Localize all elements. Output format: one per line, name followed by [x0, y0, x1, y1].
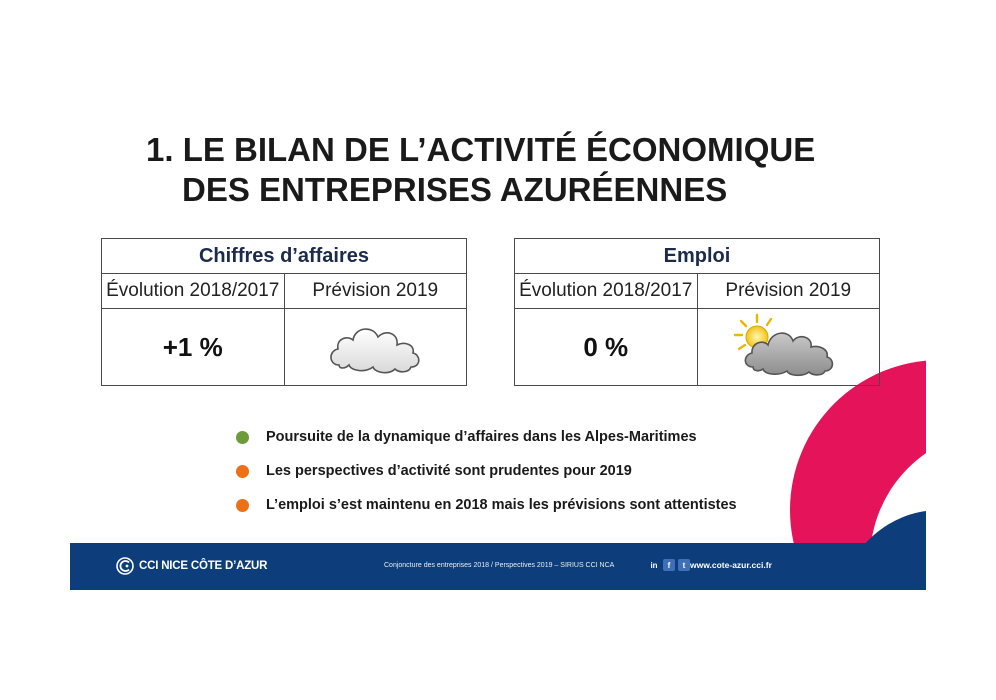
list-item: Poursuite de la dynamique d’affaires dan… [236, 420, 737, 454]
evolution-value: +1 % [101, 308, 285, 386]
column-header-forecast: Prévision 2019 [283, 273, 467, 309]
green-bullet-icon [236, 430, 249, 444]
cloud-icon [330, 327, 420, 373]
evolution-value: 0 % [514, 308, 698, 386]
revenue-table: Chiffres d’affaires Évolution 2018/2017 … [101, 238, 467, 386]
social-links: in f t [648, 559, 690, 571]
table-heading: Emploi [514, 238, 880, 274]
table-heading: Chiffres d’affaires [101, 238, 467, 274]
list-item: Les perspectives d’activité sont prudent… [236, 454, 737, 488]
brand-name: CCI NICE CÔTE D’AZUR [139, 560, 268, 572]
forecast-cell [696, 308, 880, 386]
slide-title: 1. LE BILAN DE L’ACTIVITÉ ÉCONOMIQUE DES… [146, 130, 815, 210]
column-header-evolution: Évolution 2018/2017 [514, 273, 698, 309]
title-line-1: 1. LE BILAN DE L’ACTIVITÉ ÉCONOMIQUE [146, 131, 816, 168]
sun-behind-cloud-icon [734, 313, 834, 376]
slide: 1. LE BILAN DE L’ACTIVITÉ ÉCONOMIQUE DES… [70, 110, 926, 590]
forecast-cell [283, 308, 467, 386]
cci-logo-icon [116, 557, 134, 575]
bullet-text: Poursuite de la dynamique d’affaires dan… [266, 429, 697, 445]
bullet-text: L’emploi s’est maintenu en 2018 mais les… [266, 497, 737, 513]
brand: CCI NICE CÔTE D’AZUR [116, 557, 267, 575]
twitter-icon[interactable]: t [678, 559, 690, 571]
footer-bar: CCI NICE CÔTE D’AZUR Conjoncture des ent… [70, 543, 926, 590]
linkedin-icon[interactable]: in [650, 560, 658, 570]
column-header-forecast: Prévision 2019 [696, 273, 880, 309]
facebook-icon[interactable]: f [663, 559, 675, 571]
title-line-2: DES ENTREPRISES AZURÉENNES [182, 171, 728, 208]
orange-bullet-icon [236, 498, 249, 512]
key-points-list: Poursuite de la dynamique d’affaires dan… [236, 420, 737, 522]
employment-table: Emploi Évolution 2018/2017 Prévision 201… [514, 238, 880, 386]
list-item: L’emploi s’est maintenu en 2018 mais les… [236, 488, 737, 522]
footer-caption: Conjoncture des entreprises 2018 / Persp… [384, 562, 615, 569]
column-header-evolution: Évolution 2018/2017 [101, 273, 285, 309]
website-link[interactable]: www.cote-azur.cci.fr [690, 560, 772, 570]
bullet-text: Les perspectives d’activité sont prudent… [266, 463, 632, 479]
orange-bullet-icon [236, 464, 249, 478]
